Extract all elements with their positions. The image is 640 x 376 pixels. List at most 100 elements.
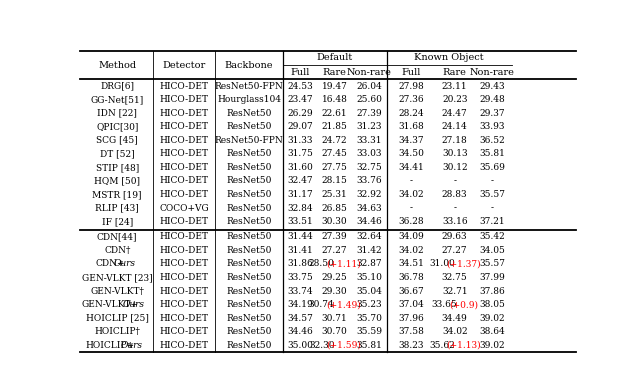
Text: HICO-DET: HICO-DET [159, 273, 209, 282]
Text: 34.02: 34.02 [399, 190, 424, 199]
Text: 27.75: 27.75 [321, 163, 348, 172]
Text: 24.72: 24.72 [322, 136, 348, 145]
Text: 33.51: 33.51 [287, 217, 313, 226]
Text: HOICLIP [25]: HOICLIP [25] [86, 314, 148, 323]
Text: HICO-DET: HICO-DET [159, 82, 209, 91]
Text: ResNet50: ResNet50 [227, 327, 272, 336]
Text: (+0.9): (+0.9) [449, 300, 478, 309]
Text: CDN[44]: CDN[44] [97, 232, 138, 241]
Text: 32.71: 32.71 [442, 287, 468, 296]
Text: 32.84: 32.84 [287, 203, 313, 212]
Text: 26.85: 26.85 [321, 203, 348, 212]
Text: HICO-DET: HICO-DET [159, 109, 209, 118]
Text: ResNet50: ResNet50 [227, 232, 272, 241]
Text: ResNet50: ResNet50 [227, 300, 272, 309]
Text: Full: Full [291, 68, 310, 77]
Text: 33.03: 33.03 [356, 149, 382, 158]
Text: 34.57: 34.57 [287, 314, 313, 323]
Text: STIP [48]: STIP [48] [95, 163, 139, 172]
Text: HICO-DET: HICO-DET [159, 300, 209, 309]
Text: 32.75: 32.75 [356, 163, 382, 172]
Text: HQM [50]: HQM [50] [94, 176, 140, 185]
Text: 37.21: 37.21 [479, 217, 505, 226]
Text: HICO-DET: HICO-DET [159, 190, 209, 199]
Text: Hourglass104: Hourglass104 [217, 95, 281, 104]
Text: 33.74: 33.74 [287, 287, 313, 296]
Text: 31.42: 31.42 [356, 246, 382, 255]
Text: 30.74: 30.74 [309, 300, 335, 309]
Text: 34.05: 34.05 [479, 246, 506, 255]
Text: (+1.59): (+1.59) [326, 341, 361, 350]
Text: 29.37: 29.37 [479, 109, 505, 118]
Text: 32.87: 32.87 [356, 259, 382, 268]
Text: 35.04: 35.04 [356, 287, 382, 296]
Text: -: - [491, 176, 494, 185]
Text: 34.63: 34.63 [356, 203, 382, 212]
Text: ResNet50: ResNet50 [227, 176, 272, 185]
Text: 39.02: 39.02 [479, 341, 505, 350]
Text: 35.00: 35.00 [287, 341, 313, 350]
Text: 30.12: 30.12 [442, 163, 468, 172]
Text: 31.86: 31.86 [287, 259, 313, 268]
Text: 16.48: 16.48 [321, 95, 348, 104]
Text: Backbone: Backbone [225, 61, 273, 70]
Text: 29.48: 29.48 [479, 95, 506, 104]
Text: HICO-DET: HICO-DET [159, 314, 209, 323]
Text: 37.86: 37.86 [479, 287, 506, 296]
Text: HICO-DET: HICO-DET [159, 246, 209, 255]
Text: ResNet50: ResNet50 [227, 314, 272, 323]
Text: 26.04: 26.04 [356, 82, 382, 91]
Text: Ours: Ours [113, 259, 136, 268]
Text: 35.69: 35.69 [479, 163, 506, 172]
Text: 30.71: 30.71 [321, 314, 348, 323]
Text: HICO-DET: HICO-DET [159, 149, 209, 158]
Text: Non-rare: Non-rare [347, 68, 392, 77]
Text: 37.04: 37.04 [399, 300, 424, 309]
Text: Full: Full [402, 68, 421, 77]
Text: 27.27: 27.27 [322, 246, 348, 255]
Text: ResNet50: ResNet50 [227, 149, 272, 158]
Text: 35.81: 35.81 [356, 341, 382, 350]
Text: GG-Net[51]: GG-Net[51] [91, 95, 144, 104]
Text: 24.47: 24.47 [442, 109, 468, 118]
Text: HICO-DET: HICO-DET [159, 217, 209, 226]
Text: Rare: Rare [443, 68, 467, 77]
Text: 35.59: 35.59 [356, 327, 382, 336]
Text: Detector: Detector [163, 61, 206, 70]
Text: 32.47: 32.47 [287, 176, 313, 185]
Text: 31.17: 31.17 [287, 190, 313, 199]
Text: 32.92: 32.92 [356, 190, 382, 199]
Text: 28.83: 28.83 [442, 190, 468, 199]
Text: QPIC[30]: QPIC[30] [96, 122, 138, 131]
Text: COCO+VG: COCO+VG [159, 203, 209, 212]
Text: 33.16: 33.16 [442, 217, 468, 226]
Text: 35.57: 35.57 [479, 190, 506, 199]
Text: 27.39: 27.39 [322, 232, 348, 241]
Text: IF [24]: IF [24] [102, 217, 133, 226]
Text: IDN [22]: IDN [22] [97, 109, 137, 118]
Text: Ours: Ours [123, 300, 145, 309]
Text: 35.70: 35.70 [356, 314, 382, 323]
Text: Ours: Ours [121, 341, 143, 350]
Text: 33.65: 33.65 [431, 300, 457, 309]
Text: 28.50: 28.50 [308, 259, 335, 268]
Text: 34.02: 34.02 [399, 246, 424, 255]
Text: 34.46: 34.46 [356, 217, 382, 226]
Text: 34.37: 34.37 [399, 136, 424, 145]
Text: 21.85: 21.85 [321, 122, 348, 131]
Text: RLIP [43]: RLIP [43] [95, 203, 139, 212]
Text: (+1.11): (+1.11) [326, 259, 361, 268]
Text: 29.63: 29.63 [442, 232, 468, 241]
Text: 33.76: 33.76 [356, 176, 382, 185]
Text: 34.51: 34.51 [398, 259, 424, 268]
Text: 34.09: 34.09 [399, 232, 424, 241]
Text: 30.13: 30.13 [442, 149, 468, 158]
Text: 27.18: 27.18 [442, 136, 468, 145]
Text: 28.24: 28.24 [399, 109, 424, 118]
Text: 24.53: 24.53 [287, 82, 313, 91]
Text: HICO-DET: HICO-DET [159, 176, 209, 185]
Text: HICO-DET: HICO-DET [159, 341, 209, 350]
Text: 31.00: 31.00 [429, 259, 455, 268]
Text: 35.42: 35.42 [479, 232, 506, 241]
Text: DT [52]: DT [52] [100, 149, 134, 158]
